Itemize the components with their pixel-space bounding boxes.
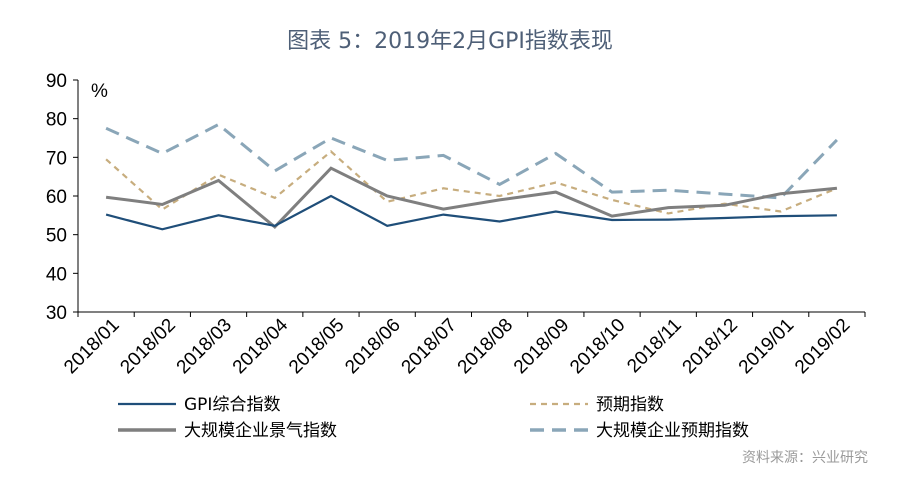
x-tick-label: 2018/11 [623,315,685,377]
x-tick-label: 2018/04 [229,314,293,378]
y-axis: 30 40 50 60 70 80 90 [46,71,79,324]
legend-label: 预期指数 [596,395,664,415]
x-tick-label: 2019/02 [791,315,854,378]
y-tick-label: 90 [46,71,67,92]
legend-label: GPI综合指数 [184,395,280,415]
x-tick-label: 2018/02 [116,315,179,378]
x-tick-label: 2018/06 [341,315,404,378]
y-unit-label: % [91,81,108,102]
x-tick-label: 2018/09 [510,315,573,378]
y-tick-label: 40 [46,264,67,285]
series-line-3 [105,166,838,229]
y-tick-label: 60 [46,187,67,208]
x-tick-label: 2018/01 [60,315,123,378]
x-axis: 2018/012018/022018/032018/042018/052018/… [60,311,866,378]
y-tick-label: 50 [46,226,67,247]
x-tick-label: 2018/10 [566,315,629,378]
plot-lines [105,122,838,231]
series-line-4 [105,122,838,200]
legend-label: 大规模企业景气指数 [184,421,337,441]
source-note: 资料来源：兴业研究 [742,450,868,466]
chart-title: 图表 5：2019年2月GPI指数表现 [287,29,613,54]
x-tick-label: 2018/08 [454,315,517,378]
x-tick-label: 2018/12 [679,315,742,378]
x-tick-label: 2018/07 [398,315,461,378]
y-tick-label: 80 [46,110,67,131]
legend-label: 大规模企业预期指数 [596,421,749,441]
x-tick-label: 2019/01 [735,315,798,378]
y-tick-label: 70 [46,148,67,169]
series-line-1 [105,194,837,231]
x-tick-label: 2018/03 [173,315,236,378]
y-tick-label: 30 [46,303,67,324]
x-tick-label: 2018/05 [285,315,348,378]
